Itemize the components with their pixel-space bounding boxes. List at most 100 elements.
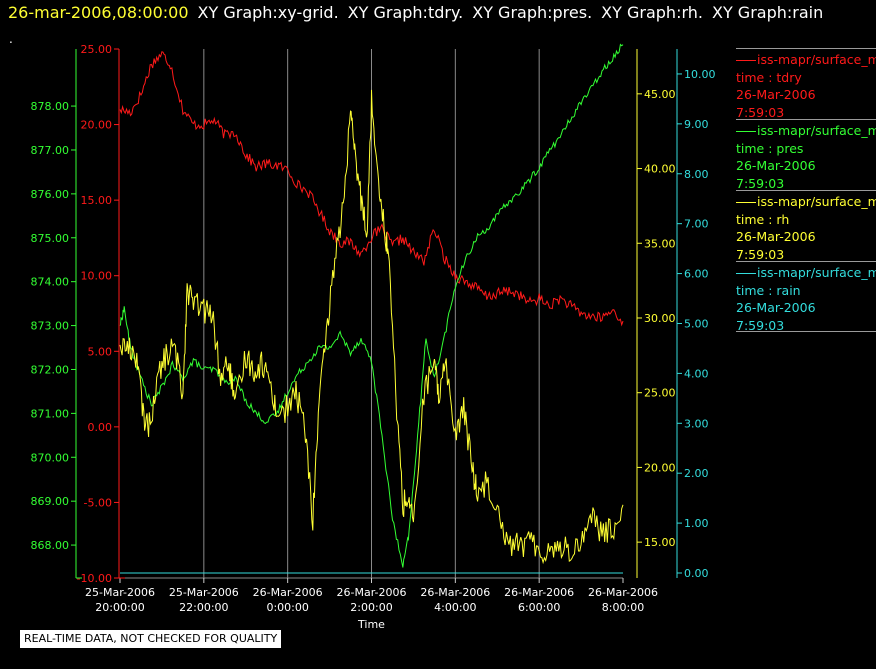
rain-tick-label: 8.00 [684,168,709,181]
legend-line: iss-mapr/surface_met [736,51,876,69]
legend-entry[interactable]: iss-mapr/surface_mettime : tdry 26-Mar-20… [736,48,876,122]
legend-line: 26-Mar-2006 [736,86,876,104]
pres-tick-label: 872.00 [31,363,70,376]
legend-line: time : rh [736,211,876,229]
graph-name-rh[interactable]: XY Graph:rh. [601,3,703,22]
x-tick-label: 2:00:00 [350,601,392,614]
legend-entry[interactable]: iss-mapr/surface_mettime : rh 26-Mar-2006… [736,190,876,264]
rain-tick-label: 10.00 [684,68,716,81]
tdry-tick-label: 15.00 [81,194,113,207]
legend-line: 7:59:03 [736,175,876,193]
legend-line: iss-mapr/surface_met [736,193,876,211]
legend-line: 7:59:03 [736,246,876,264]
x-tick-label: 8:00:00 [602,601,644,614]
legend-line: time : tdry [736,69,876,87]
x-tick-label: 26-Mar-2006 [588,586,658,599]
legend-text: 7:59:03 [736,175,785,191]
pres-tick-label: 878.00 [31,100,70,113]
series-line-rh [119,89,624,565]
legend-text: iss-mapr/surface_met [757,52,876,67]
tdry-tick-label: 10.00 [81,270,113,283]
pres-tick-label: 875.00 [31,232,70,245]
rain-tick-label: 2.00 [684,467,709,480]
graph-name-pres[interactable]: XY Graph:pres. [472,3,593,22]
x-tick-label: 20:00:00 [95,601,144,614]
series-line-pres [119,43,624,568]
x-tick-label: 4:00:00 [434,601,476,614]
legend-entry[interactable]: iss-mapr/surface_mettime : pres 26-Mar-20… [736,119,876,193]
pres-tick-label: 870.00 [31,451,70,464]
timestamp-label: 26-mar-2006,08:00:00 [8,3,189,22]
legend-text: time : rh [736,211,790,227]
legend-line: iss-mapr/surface_met [736,264,876,282]
x-tick-label: 6:00:00 [518,601,560,614]
pres-tick-label: 876.00 [31,188,70,201]
rain-tick-label: 6.00 [684,268,709,281]
rain-tick-label: 1.00 [684,517,709,530]
legend-line: 7:59:03 [736,104,876,122]
legend-text: iss-mapr/surface_met [757,194,876,209]
legend-text: time : rain [736,282,801,298]
graph-name-rain[interactable]: XY Graph:rain [711,3,824,22]
tdry-tick-label: 0.00 [88,421,113,434]
status-dot: . [9,32,13,46]
series-line-tdry [119,51,624,327]
rain-tick-label: 0.00 [684,567,709,580]
x-tick-label: 26-Mar-2006 [420,586,490,599]
x-tick-label: 26-Mar-2006 [504,586,574,599]
legend-text: 7:59:03 [736,317,785,333]
rh-tick-label: 30.00 [644,312,676,325]
tdry-tick-label: -10.00 [77,572,112,585]
legend-swatch [736,202,756,203]
legend-line: iss-mapr/surface_met [736,122,876,140]
rh-tick-label: 40.00 [644,163,676,176]
x-tick-label: 26-Mar-2006 [337,586,407,599]
legend-text: 26-Mar-2006 [736,87,816,102]
legend-line: time : pres [736,140,876,158]
legend-entry[interactable]: iss-mapr/surface_mettime : rain 26-Mar-20… [736,261,876,332]
legend-text: iss-mapr/surface_met [757,123,876,138]
legend-text: 7:59:03 [736,246,785,262]
pres-tick-label: 877.00 [31,144,70,157]
rh-tick-label: 35.00 [644,237,676,250]
legend-line: time : rain [736,282,876,300]
rain-tick-label: 3.00 [684,417,709,430]
graph-name-xy-grid[interactable]: XY Graph:xy-grid. [197,3,339,22]
tdry-tick-label: 20.00 [81,119,113,132]
quality-disclaimer: REAL-TIME DATA, NOT CHECKED FOR QUALITY [20,630,282,648]
graph-name-tdry[interactable]: XY Graph:tdry. [347,3,464,22]
rain-tick-label: 5.00 [684,317,709,330]
legend-line: 26-Mar-2006 [736,228,876,246]
pres-tick-label: 874.00 [31,276,70,289]
rh-tick-label: 20.00 [644,461,676,474]
legend-swatch [736,273,756,274]
legend-line: 26-Mar-2006 [736,157,876,175]
legend-line: 7:59:03 [736,317,876,333]
pres-tick-label: 871.00 [31,407,70,420]
x-tick-label: 26-Mar-2006 [253,586,323,599]
rh-tick-label: 25.00 [644,387,676,400]
rh-tick-label: 45.00 [644,88,676,101]
legend-text: 26-Mar-2006 [736,158,816,173]
rain-tick-label: 4.00 [684,367,709,380]
legend-swatch [736,60,756,61]
x-tick-label: 25-Mar-2006 [85,586,155,599]
legend: iss-mapr/surface_mettime : tdry26-Mar-20… [736,48,876,332]
tdry-tick-label: 25.00 [81,43,113,56]
graph-title-bar: 26-mar-2006,08:00:00 XY Graph:xy-grid. XY … [8,3,823,25]
rain-tick-label: 7.00 [684,218,709,231]
rh-tick-label: 15.00 [644,536,676,549]
x-tick-label: 0:00:00 [266,601,308,614]
x-tick-label: 22:00:00 [179,601,228,614]
x-tick-label: 25-Mar-2006 [169,586,239,599]
legend-text: 26-Mar-2006 [736,229,816,244]
pres-tick-label: 869.00 [31,495,70,508]
legend-text: 7:59:03 [736,104,785,120]
legend-text: time : tdry [736,69,802,85]
legend-text: iss-mapr/surface_met [757,265,876,280]
xy-chart[interactable]: 25-Mar-2006 20:00:00 25-Mar-2006 22:00:00 26… [0,0,736,669]
legend-line: 26-Mar-2006 [736,299,876,317]
x-axis-title: Time [357,618,385,631]
rain-tick-label: 9.00 [684,118,709,131]
